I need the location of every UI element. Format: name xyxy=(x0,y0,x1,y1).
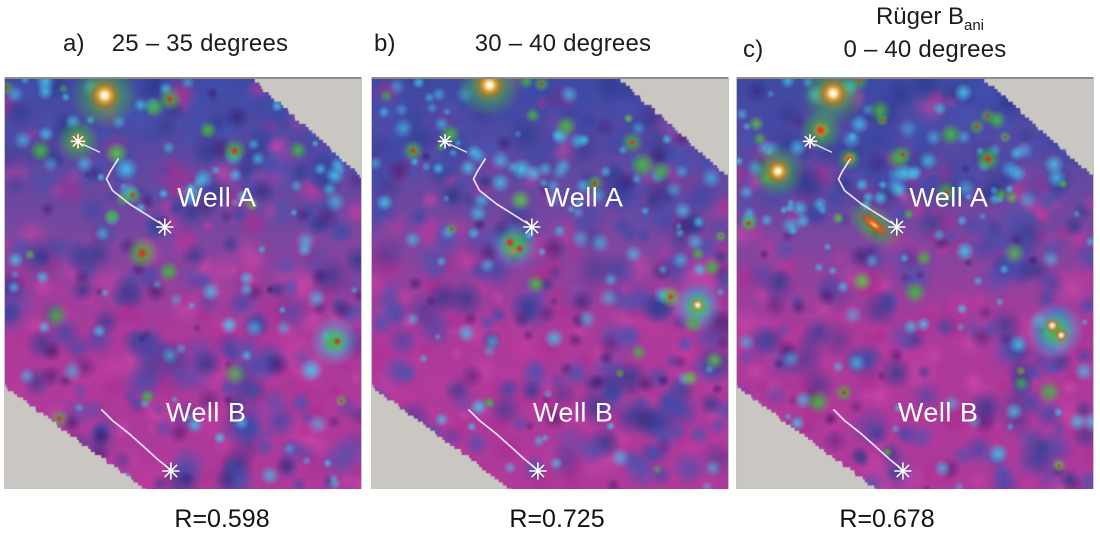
panel-a-map: Well A Well B xyxy=(5,77,361,489)
well-a-surface-star-icon xyxy=(437,133,453,149)
well-b-label: Well B xyxy=(165,397,247,428)
wells-overlay-a xyxy=(70,133,180,480)
panel-b-label: b) xyxy=(374,30,396,57)
well-a-path xyxy=(472,158,532,227)
panel-b-title-row: b) 30 – 40 degrees xyxy=(372,30,728,58)
well-b-star-icon xyxy=(894,462,912,480)
well-a-label: Well A xyxy=(177,182,257,213)
panel-b-title: 30 – 40 degrees xyxy=(474,30,652,57)
well-a-star-icon xyxy=(156,218,174,236)
panel-b-map: Well A Well B xyxy=(372,77,728,489)
panel-c-title: 0 – 40 degrees xyxy=(843,36,1007,63)
wells-overlay-b xyxy=(437,133,547,480)
panel-c-title-row: c) 0 – 40 degrees xyxy=(737,36,1093,64)
well-a-path xyxy=(837,158,897,227)
well-a-path xyxy=(105,158,165,227)
well-a-label: Well A xyxy=(544,182,624,213)
well-b-path xyxy=(100,409,171,471)
attribute-name: Rüger B xyxy=(875,3,964,30)
panel-c-attribute-title: Rüger Bani xyxy=(737,3,1093,34)
panel-c-map: Well A Well B xyxy=(737,77,1093,489)
well-b-label: Well B xyxy=(897,397,979,428)
well-b-star-icon xyxy=(529,462,547,480)
panel-b-column: b) 30 – 40 degrees Well A Well B R=0.725 xyxy=(372,0,728,550)
panel-a-label: a) xyxy=(63,30,85,57)
well-b-label: Well B xyxy=(532,397,614,428)
well-a-star-icon xyxy=(523,218,541,236)
well-b-star-icon xyxy=(162,462,180,480)
heatmap-canvas-c xyxy=(737,79,1093,489)
well-a-surface-tick xyxy=(81,143,101,153)
attribute-subscript: ani xyxy=(964,16,985,34)
well-a-surface-tick xyxy=(813,143,833,153)
well-b-path xyxy=(832,409,903,471)
panel-a-column: a) 25 – 35 degrees Well A Well B R=0.598 xyxy=(5,0,361,550)
wells-overlay-c xyxy=(802,133,912,480)
panel-a-title-row: a) 25 – 35 degrees xyxy=(5,30,361,58)
well-a-star-icon xyxy=(888,218,906,236)
heatmap-canvas-b xyxy=(372,79,728,489)
well-b-path xyxy=(467,409,538,471)
panel-a-title: 25 – 35 degrees xyxy=(111,30,289,57)
panel-b-r-value: R=0.725 xyxy=(509,505,605,533)
panel-c-column: Rüger Bani c) 0 – 40 degrees Well A Well… xyxy=(737,0,1093,550)
well-a-label: Well A xyxy=(909,182,989,213)
well-a-surface-star-icon xyxy=(802,133,818,149)
panel-a-r-value: R=0.598 xyxy=(174,505,270,533)
well-a-surface-star-icon xyxy=(70,133,86,149)
panel-c-r-value: R=0.678 xyxy=(839,505,935,533)
well-a-surface-tick xyxy=(448,143,468,153)
heatmap-canvas-a xyxy=(5,79,361,489)
panel-c-label: c) xyxy=(743,36,764,63)
